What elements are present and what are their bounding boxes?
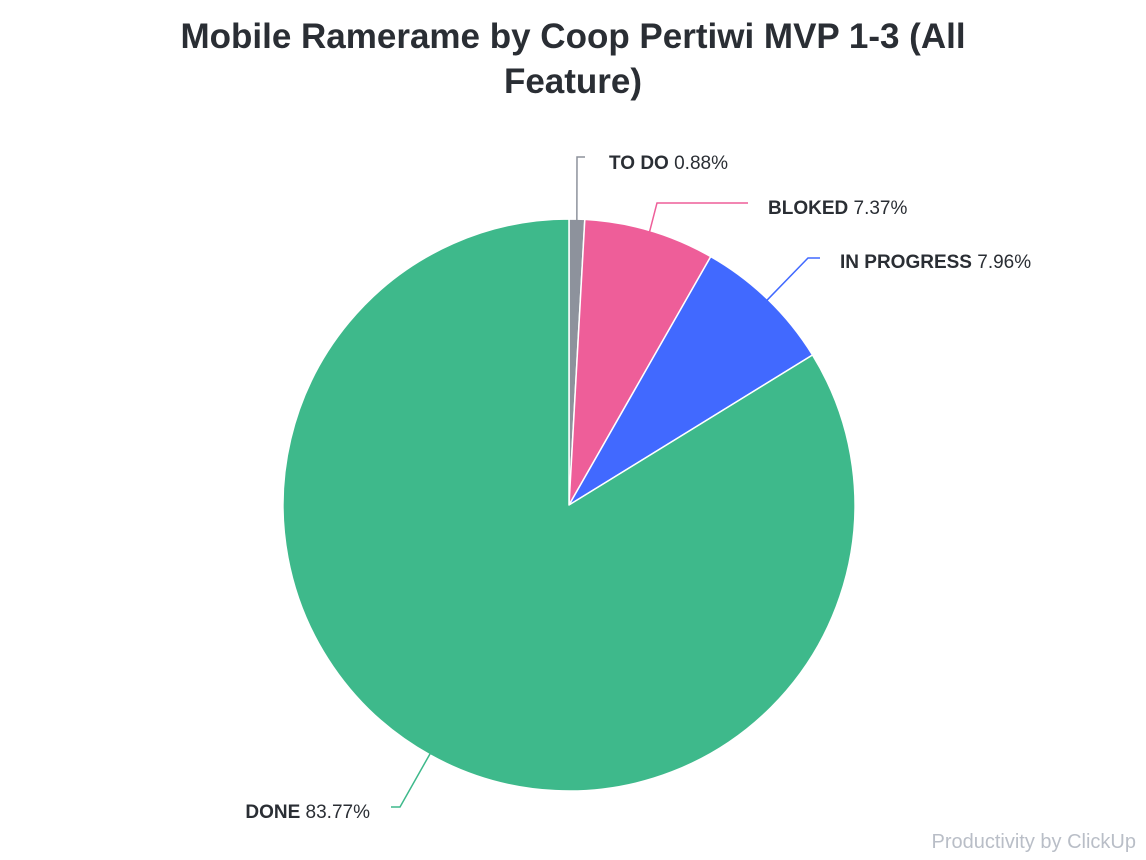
chart-title: Mobile Ramerame by Coop Pertiwi MVP 1-3 … [0, 14, 1146, 104]
slice-label-name-done: DONE [245, 802, 300, 823]
leader-line-inprogress [765, 257, 820, 302]
slice-label-bloked: BLOKED 7.37% [768, 198, 907, 219]
slice-label-name-bloked: BLOKED [768, 198, 848, 219]
slice-label-done: DONE 83.77% [245, 802, 370, 823]
credit-text: Productivity by ClickUp [931, 831, 1136, 853]
pie-slices [282, 218, 856, 792]
leader-line-done [391, 752, 432, 808]
slice-label-name-todo: TO DO [609, 153, 669, 174]
slice-label-inprogress: IN PROGRESS 7.96% [840, 252, 1031, 273]
leader-line-todo [576, 156, 585, 222]
pie-labels: TO DO 0.88% BLOKED 7.37% IN PROGRESS 7.96%… [245, 153, 1031, 823]
slice-label-value-todo: 0.88% [669, 153, 728, 174]
slice-label-value-inprogress: 7.96% [972, 252, 1031, 273]
slice-label-todo: TO DO 0.88% [609, 153, 728, 174]
pie-leader-lines [391, 156, 820, 808]
slice-label-value-bloked: 7.37% [848, 198, 907, 219]
slice-label-name-inprogress: IN PROGRESS [840, 252, 972, 273]
chart-title-text: Mobile Ramerame by Coop Pertiwi MVP 1-3 … [180, 17, 966, 101]
slice-label-value-done: 83.77% [300, 802, 370, 823]
leader-line-bloked [648, 202, 748, 233]
